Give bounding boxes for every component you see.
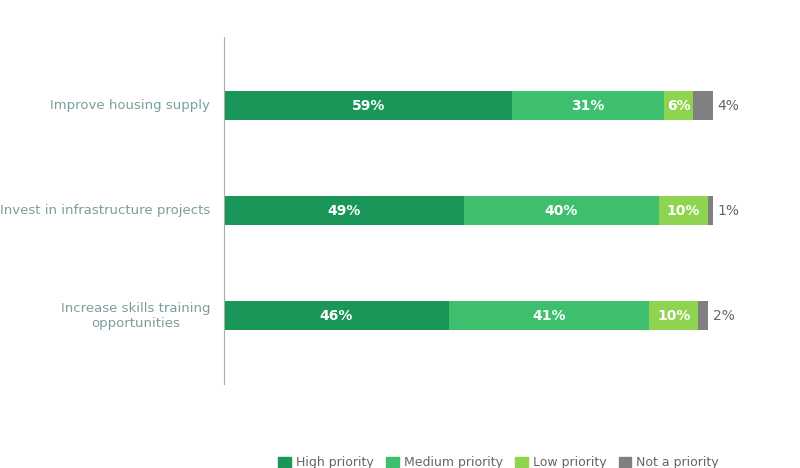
Bar <box>694 91 713 120</box>
Bar <box>659 196 708 225</box>
Text: 1%: 1% <box>718 204 740 218</box>
Bar <box>708 196 713 225</box>
Bar <box>513 91 664 120</box>
Bar <box>224 196 463 225</box>
Bar <box>664 91 694 120</box>
Bar <box>650 301 698 330</box>
Bar <box>698 301 708 330</box>
Text: 2%: 2% <box>713 308 734 322</box>
Text: 46%: 46% <box>320 308 353 322</box>
Text: 6%: 6% <box>667 99 690 113</box>
Text: 59%: 59% <box>351 99 385 113</box>
Bar <box>224 91 513 120</box>
Legend: High priority, Medium priority, Low priority, Not a priority: High priority, Medium priority, Low prio… <box>274 452 724 468</box>
Text: 31%: 31% <box>571 99 605 113</box>
Text: 41%: 41% <box>532 308 566 322</box>
Text: 40%: 40% <box>545 204 578 218</box>
Text: 49%: 49% <box>327 204 361 218</box>
Bar <box>449 301 650 330</box>
Bar <box>463 196 659 225</box>
Text: 10%: 10% <box>657 308 690 322</box>
Bar <box>224 301 449 330</box>
Text: 4%: 4% <box>718 99 740 113</box>
Text: 10%: 10% <box>667 204 700 218</box>
